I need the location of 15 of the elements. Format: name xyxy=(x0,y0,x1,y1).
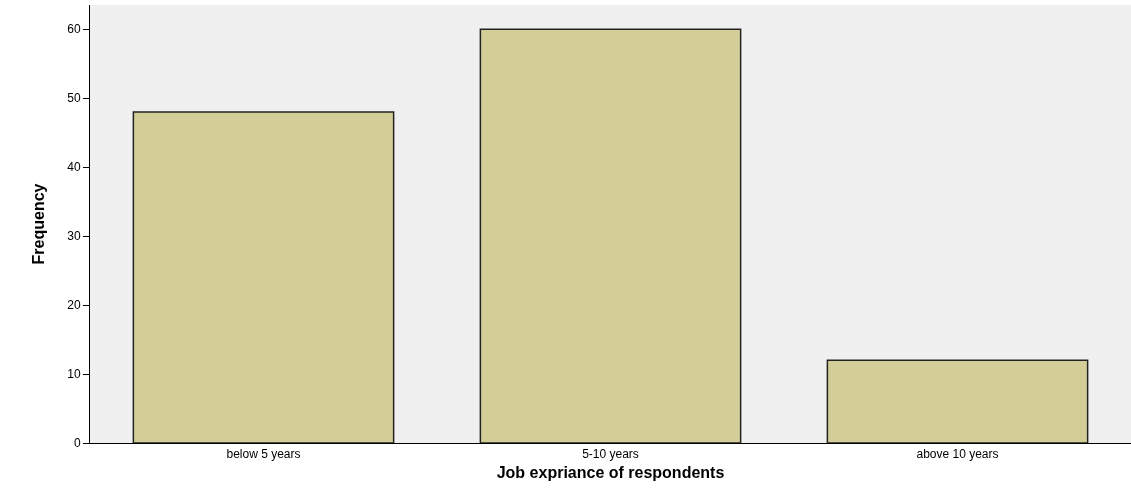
y-tick-label: 60 xyxy=(67,22,81,37)
y-axis-title: Frequency xyxy=(30,183,48,265)
y-tick-label: 20 xyxy=(67,298,81,313)
y-tick-label: 0 xyxy=(73,436,81,451)
bar xyxy=(132,111,395,443)
y-tick-label: 30 xyxy=(67,229,81,244)
bar xyxy=(826,359,1089,443)
x-tick-label: above 10 years xyxy=(916,447,999,462)
x-tick-label: 5-10 years xyxy=(582,447,639,462)
y-tick-label: 10 xyxy=(67,367,81,382)
x-axis-title: Job expriance of respondents xyxy=(496,464,725,482)
x-tick-label: below 5 years xyxy=(226,447,301,462)
y-tick-label: 40 xyxy=(67,160,81,175)
y-tick-label: 50 xyxy=(67,91,81,106)
bar xyxy=(479,28,742,443)
